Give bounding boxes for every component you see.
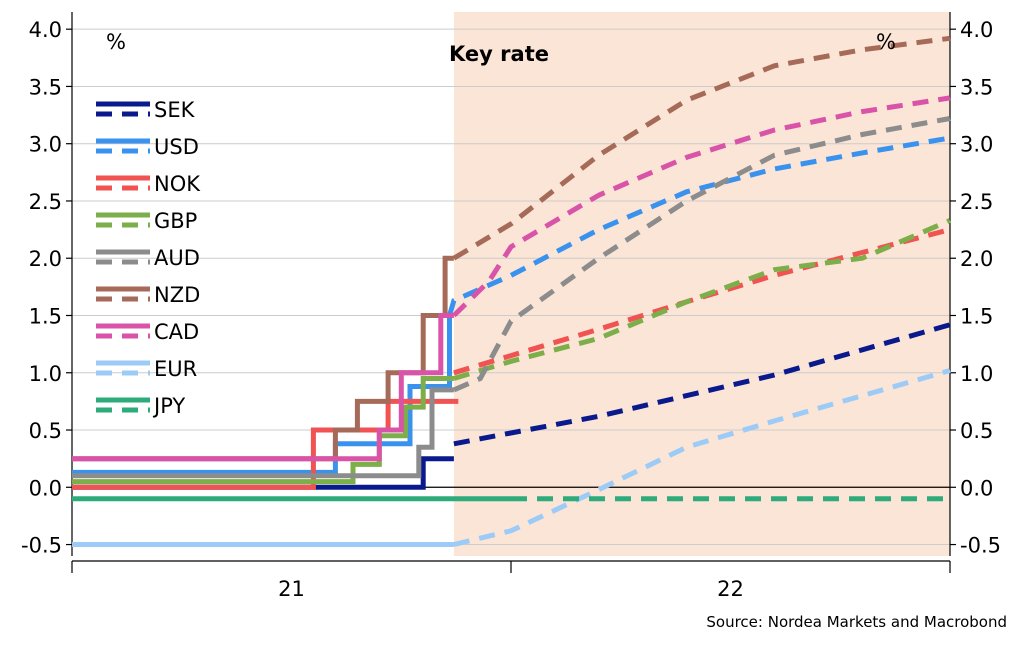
series-nzd-actual	[72, 255, 454, 462]
series-cad-actual	[72, 313, 454, 462]
legend-item-cad: CAD	[96, 320, 199, 344]
legend-label: USD	[154, 135, 199, 159]
y-tick-label-right: 1.0	[960, 362, 993, 386]
legend-label: AUD	[154, 246, 200, 270]
series-cad-forecast	[452, 95, 951, 318]
y-tick-label-left: 0.0	[29, 476, 62, 500]
series-aud-actual	[72, 387, 454, 479]
y-tick-label-left: 1.5	[29, 304, 62, 328]
series-gbp-forecast	[453, 218, 951, 381]
series-eur-forecast	[453, 368, 951, 547]
y-tick-label-left: 2.5	[29, 190, 62, 214]
legend-label: NZD	[154, 283, 200, 307]
forecast-shading	[453, 12, 950, 556]
legend: SEK USD NOK GBP AUD NZD CAD EUR JPY	[96, 98, 201, 418]
y-tick-label-left: 3.5	[29, 75, 62, 99]
legend-label: CAD	[154, 320, 199, 344]
source-note: Source: Nordea Markets and Macrobond	[706, 613, 1007, 631]
y-tick-label-right: 3.5	[960, 75, 993, 99]
legend-label: JPY	[152, 394, 185, 418]
series-gbp-actual	[72, 376, 454, 485]
y-tick-label-right: 0.5	[960, 419, 993, 443]
legend-item-usd: USD	[96, 135, 199, 159]
series-nzd-forecast	[452, 35, 951, 261]
y-tick-label-left: 4.0	[29, 18, 62, 42]
y-tick-label-right: 1.5	[960, 304, 993, 328]
y-tick-label-right: 4.0	[960, 18, 993, 42]
series-sek-forecast	[453, 322, 951, 447]
y-tick-label-left: 1.0	[29, 362, 62, 386]
x-tick-label: 21	[278, 577, 305, 601]
y-tick-label-right: -0.5	[960, 534, 1001, 558]
series-usd-actual	[72, 315, 452, 475]
chart-title: Key rate	[449, 42, 549, 66]
y-tick-label-right: 0.0	[960, 476, 993, 500]
y-tick-label-right: 2.0	[960, 247, 993, 271]
series-aud-forecast	[452, 116, 951, 393]
y-tick-label-left: 3.0	[29, 133, 62, 157]
legend-item-nok: NOK	[96, 172, 201, 196]
legend-item-gbp: GBP	[96, 209, 197, 233]
right-axis-unit: %	[876, 30, 896, 54]
legend-label: EUR	[154, 357, 197, 381]
legend-item-sek: SEK	[96, 98, 196, 122]
y-tick-label-left: 0.5	[29, 419, 62, 443]
y-tick-label-left: 2.0	[29, 247, 62, 271]
y-tick-label-right: 2.5	[960, 190, 993, 214]
legend-item-nzd: NZD	[96, 283, 200, 307]
x-tick-label: 22	[717, 577, 744, 601]
legend-label: SEK	[154, 98, 196, 122]
legend-item-eur: EUR	[96, 357, 197, 381]
legend-item-jpy: JPY	[96, 394, 185, 418]
legend-label: NOK	[154, 172, 201, 196]
legend-item-aud: AUD	[96, 246, 200, 270]
legend-label: GBP	[154, 209, 197, 233]
y-tick-label-right: 3.0	[960, 133, 993, 157]
y-tick-label-left: -0.5	[21, 534, 62, 558]
left-axis-unit: %	[106, 30, 126, 54]
